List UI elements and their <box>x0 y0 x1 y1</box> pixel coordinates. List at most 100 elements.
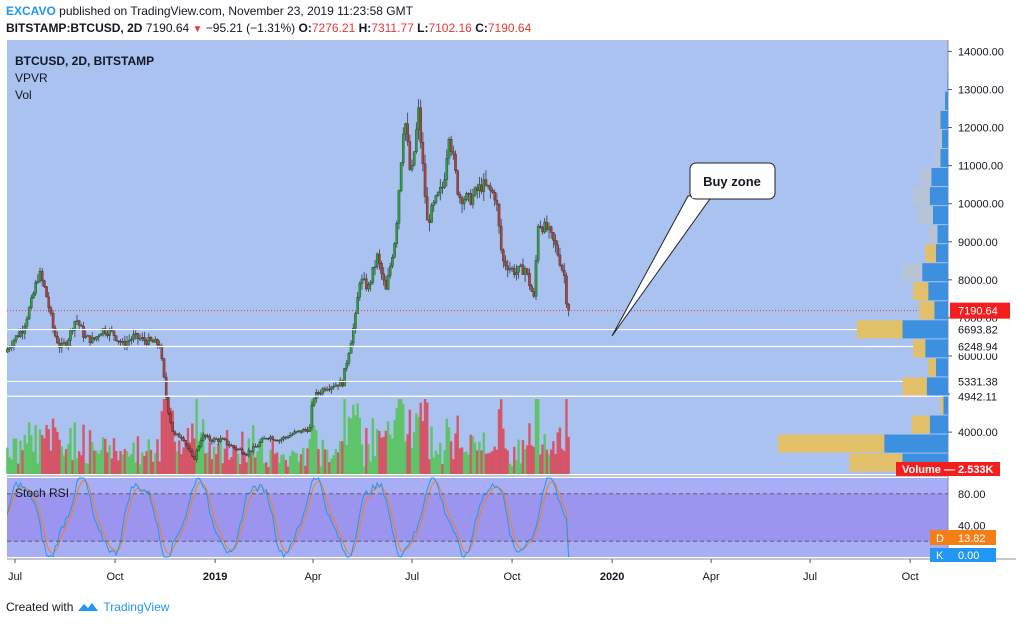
candle-body <box>156 339 159 346</box>
candle-body <box>491 190 494 193</box>
volume-bar <box>482 432 485 474</box>
y-tick-label: 6000.00 <box>958 351 998 363</box>
volume-bar <box>428 459 431 474</box>
symbol-line: BITSTAMP:BTCUSD, 2D <box>6 21 143 35</box>
volume-bar <box>345 444 348 474</box>
vp-up-bar <box>941 129 948 148</box>
volume-bar <box>14 438 18 474</box>
candle-body <box>467 192 470 195</box>
candle-body <box>358 283 362 298</box>
candle-body <box>245 454 248 456</box>
volume-bar <box>71 460 74 474</box>
volume-bar <box>317 449 320 474</box>
volume-bar <box>230 457 233 474</box>
volume-bar <box>439 442 442 474</box>
volume-bar <box>273 453 277 474</box>
candle-body <box>375 253 379 267</box>
candle-body <box>228 444 231 446</box>
candle-body <box>534 260 538 297</box>
candle-body <box>369 282 372 285</box>
candle-body <box>17 335 20 337</box>
indicator-vol-legend: Vol <box>15 88 32 102</box>
candle-body <box>352 327 355 344</box>
candle-body <box>317 392 320 394</box>
volume-bar <box>504 448 507 474</box>
volume-bar <box>315 430 318 474</box>
vp-up-bar <box>943 396 948 415</box>
volume-bar <box>223 448 227 474</box>
volume-bar <box>493 446 496 474</box>
volume-bar <box>339 441 342 474</box>
candle-body <box>404 123 407 135</box>
volume-bar <box>265 462 268 474</box>
volume-bar <box>480 450 483 474</box>
volume-bar <box>21 450 24 474</box>
volume-bar <box>112 438 116 474</box>
volume-bar <box>64 449 68 474</box>
candle-body <box>445 158 449 180</box>
vp-down-bar <box>925 244 936 263</box>
candle-body <box>32 293 35 299</box>
candle-body <box>256 446 259 448</box>
author-name[interactable]: EXCAVO <box>6 4 56 18</box>
vp-down-bar <box>913 282 929 301</box>
tradingview-brand[interactable]: TradingView <box>103 600 170 614</box>
level-label-bg <box>950 373 1010 389</box>
volume-bar <box>288 455 292 474</box>
published-text: published on TradingView.com, November 2… <box>59 4 413 18</box>
candle-body <box>541 227 544 233</box>
volume-bar <box>502 428 505 474</box>
candle-body <box>188 448 192 452</box>
vp-down-bar <box>849 453 903 472</box>
candle-body <box>186 443 190 449</box>
candle-body <box>284 436 288 439</box>
volume-bar <box>6 447 9 474</box>
candle-body <box>77 320 81 326</box>
k-tag <box>930 548 996 562</box>
level-label: 4942.11 <box>958 391 997 403</box>
candle-body <box>347 353 351 364</box>
candle-body <box>49 307 53 314</box>
d-tag <box>930 530 996 545</box>
y-tick-label: 4000.00 <box>958 427 998 439</box>
candle-body <box>265 437 268 440</box>
candle-body <box>75 320 79 322</box>
candle-body <box>173 431 177 435</box>
candle-body <box>243 453 246 455</box>
volume-bar <box>343 399 346 474</box>
candle-body <box>258 442 261 447</box>
x-tick-label: Jul <box>803 571 817 583</box>
candle-body <box>180 437 183 439</box>
vp-down-bar <box>913 187 930 206</box>
candle-body <box>282 436 285 440</box>
volume-bar <box>358 417 361 474</box>
candle-body <box>219 438 222 442</box>
candle-body <box>164 376 168 398</box>
tradingview-logo-icon <box>78 603 99 611</box>
volume-bar <box>84 463 87 474</box>
vp-down-bar <box>902 377 927 396</box>
candle-body <box>221 438 224 440</box>
candle-body <box>508 268 512 271</box>
candle-body <box>51 313 55 329</box>
volume-bar <box>217 443 220 474</box>
volume-bar <box>556 432 559 474</box>
candle-body <box>130 339 133 341</box>
volume-bar <box>238 464 242 474</box>
volume-bar <box>447 427 451 474</box>
candle-body <box>184 440 188 445</box>
candle-body <box>545 221 549 230</box>
candle-body <box>373 266 377 268</box>
open-value: 7276.21 <box>311 21 356 35</box>
x-tick-label: Oct <box>504 571 521 583</box>
vp-up-bar <box>922 263 948 282</box>
x-tick-label: 2019 <box>203 571 227 583</box>
candle-body <box>47 296 50 308</box>
volume-bar <box>378 431 381 474</box>
volume-bar <box>206 452 209 474</box>
volume-bar <box>95 450 98 474</box>
volume-bar <box>330 458 333 474</box>
volume-bar <box>554 453 557 474</box>
volume-bar <box>334 449 338 474</box>
